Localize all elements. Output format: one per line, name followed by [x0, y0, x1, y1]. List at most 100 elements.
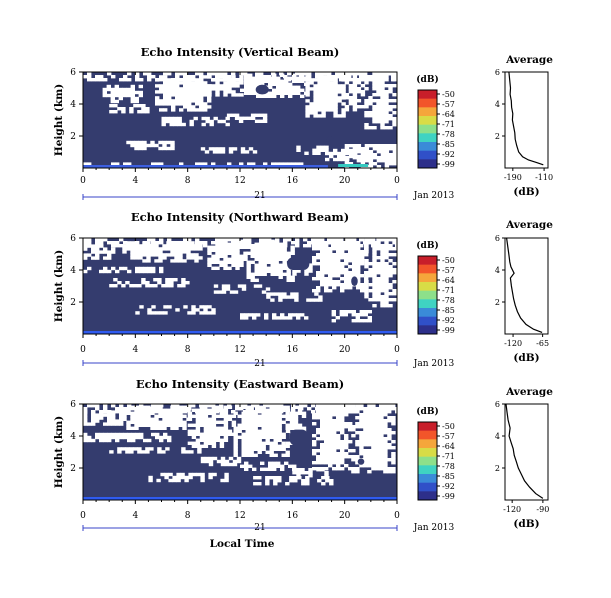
heatmap-gap-cell: [332, 404, 337, 408]
heatmap-gap-cell: [355, 404, 360, 408]
heatmap-gap-cell: [134, 241, 139, 245]
heatmap-gap-cell: [286, 295, 291, 299]
heatmap-gap-cell: [341, 108, 346, 112]
heatmap-gap-cell: [250, 251, 255, 255]
heatmap-gap-cell: [304, 269, 309, 273]
heatmap-gap-cell: [375, 425, 380, 429]
heatmap-gap-cell: [293, 476, 298, 480]
heatmap-gap-cell: [154, 244, 159, 248]
heatmap-gap-cell: [227, 414, 233, 418]
heatmap-gap-cell: [392, 93, 397, 97]
heatmap-gap-cell: [254, 266, 259, 270]
heatmap-gap-cell: [308, 263, 313, 267]
heatmap-gap-cell: [333, 108, 338, 112]
heatmap-gap-cell: [364, 244, 369, 248]
heatmap-gap-cell: [325, 105, 330, 109]
heatmap-gap-cell: [99, 75, 104, 79]
heatmap-gap-cell: [155, 432, 160, 437]
profile-y-tick-label: 6: [495, 234, 500, 243]
heatmap-gap-cell: [250, 245, 255, 249]
heatmap-gap-cell: [324, 458, 329, 462]
heatmap-gap-cell: [336, 244, 341, 248]
heatmap-gap-cell: [258, 263, 263, 267]
heatmap-gap-cell: [332, 455, 337, 459]
heatmap-gap-cell: [224, 478, 229, 483]
heatmap-gap-cell: [375, 467, 380, 471]
heatmap-gap-cell: [340, 404, 345, 408]
heatmap-gap-cell: [320, 253, 325, 257]
heatmap-gap-cell: [228, 150, 234, 154]
heatmap-gap-cell: [384, 250, 389, 254]
heatmap-gap-cell: [332, 253, 337, 257]
heatmap-gap-cell: [264, 94, 269, 98]
heatmap-gap-cell: [332, 458, 337, 462]
heatmap-gap-cell: [199, 444, 205, 448]
heatmap-gap-cell: [130, 87, 135, 92]
heatmap-gap-cell: [179, 81, 184, 85]
heatmap-gap-cell: [335, 316, 340, 320]
heatmap-gap-cell: [364, 153, 370, 157]
heatmap-gap-cell: [195, 96, 200, 100]
heatmap-gap-cell: [173, 122, 178, 127]
heatmap-gap-cell: [379, 464, 384, 468]
heatmap-gap-cell: [219, 78, 224, 82]
heatmap-gap-cell: [379, 455, 384, 459]
heatmap-gap-cell: [163, 78, 168, 82]
x-tick-label: 4: [132, 345, 138, 355]
heatmap-gap-cell: [103, 407, 108, 411]
heatmap-gap-cell: [178, 420, 183, 424]
heatmap-gap-cell: [138, 250, 143, 254]
heatmap-gap-cell: [203, 411, 209, 415]
heatmap-gap-cell: [264, 316, 269, 320]
heatmap-gap-cell: [232, 462, 238, 467]
heatmap-gap-cell: [249, 423, 254, 427]
heatmap-gap-cell: [270, 263, 275, 267]
date-label: Jan 2013: [413, 523, 455, 533]
heatmap-gap-cell: [173, 119, 178, 124]
heatmap-gap-cell: [167, 438, 172, 443]
heatmap-gap-cell: [107, 241, 112, 245]
heatmap-gap-cell: [372, 262, 377, 266]
heatmap-gap-cell: [352, 105, 358, 109]
heatmap-gap-cell: [295, 72, 300, 76]
heatmap-gap-cell: [261, 429, 266, 433]
heatmap-gap-cell: [252, 79, 257, 83]
heatmap-gap-cell: [329, 99, 334, 103]
heatmap-gap-cell: [273, 435, 278, 439]
heatmap-gap-cell: [137, 450, 142, 454]
heatmap-gap-cell: [215, 257, 220, 261]
heatmap-gap-cell: [332, 467, 337, 471]
heatmap-gap-cell: [253, 453, 258, 457]
heatmap-gap-cell: [380, 81, 385, 85]
heatmap-gap-cell: [215, 81, 220, 85]
heatmap-gap-cell: [174, 408, 179, 412]
heatmap-gap-cell: [372, 144, 378, 148]
heatmap-gap-cell: [387, 407, 392, 411]
heatmap-gap-cell: [392, 72, 397, 76]
heatmap-gap-cell: [379, 410, 384, 414]
colorbar-tick-label: -57: [442, 100, 455, 109]
heatmap-gap-cell: [324, 443, 329, 447]
heatmap-gap-cell: [352, 238, 357, 242]
heatmap-gap-cell: [336, 461, 341, 465]
heatmap-gap-cell: [376, 114, 381, 118]
heatmap-gap-cell: [233, 438, 238, 442]
heatmap-gap-cell: [130, 99, 135, 104]
heatmap-gap-cell: [250, 278, 255, 282]
heatmap-gap-cell: [324, 471, 329, 475]
heatmap-gap-cell: [341, 154, 346, 159]
heatmap-gap-cell: [332, 271, 337, 275]
heatmap-gap-cell: [312, 262, 317, 266]
heatmap-gap-cell: [292, 91, 297, 95]
heatmap-gap-cell: [235, 238, 240, 242]
heatmap-gap-cell: [266, 266, 271, 270]
heatmap-gap-cell: [195, 420, 201, 424]
heatmap-gap-cell: [359, 440, 364, 444]
heatmap-gap-cell: [189, 119, 194, 124]
heatmap-gap-cell: [304, 151, 309, 155]
heatmap-gap-cell: [215, 245, 220, 249]
heatmap-gap-cell: [270, 260, 275, 264]
heatmap-gap-cell: [122, 90, 127, 95]
heatmap-gap-cell: [175, 96, 180, 100]
heatmap-gap-cell: [205, 116, 210, 121]
